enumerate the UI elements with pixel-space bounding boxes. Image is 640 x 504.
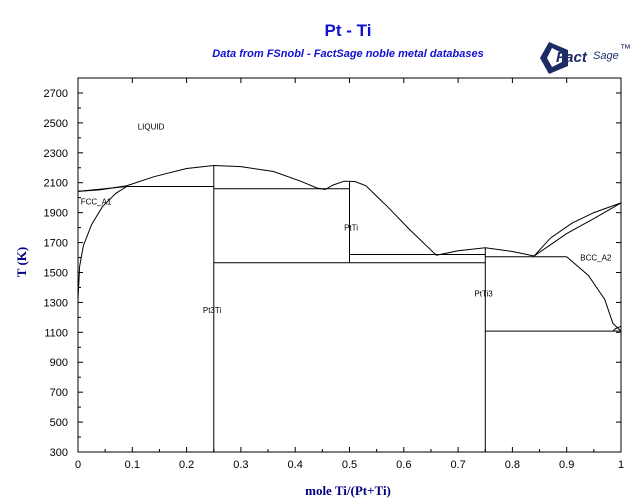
- phase-boundaries: [77, 164, 622, 452]
- phase-boundary-line: [77, 186, 128, 301]
- phase-boundary-line: [566, 256, 622, 332]
- region-label: PtTi3: [474, 289, 493, 298]
- y-tick-label: 1100: [44, 327, 68, 339]
- y-tick-label: 2300: [44, 148, 68, 160]
- x-tick-label: 0: [75, 459, 81, 471]
- x-tick-label: 0.8: [505, 459, 520, 471]
- y-tick-label: 1500: [44, 267, 68, 279]
- x-tick-label: 0.5: [342, 459, 357, 471]
- logo-fact-text: Fact: [556, 49, 588, 66]
- x-tick-label: 1: [618, 459, 624, 471]
- y-tick-label: 1700: [44, 238, 68, 250]
- x-tick-label: 0.9: [559, 459, 574, 471]
- logo-trademark: ™: [620, 43, 631, 55]
- y-axis: 300 500 700 900 1100 1300 1500 1700 1900 2100 2300…: [44, 88, 621, 459]
- y-tick-label: 1900: [44, 208, 68, 220]
- region-label: LIQUID: [138, 123, 165, 132]
- y-tick-label: 2500: [44, 118, 68, 130]
- y-tick-label: 1300: [44, 297, 68, 309]
- region-label: BCC_A2: [580, 254, 612, 263]
- phase-boundary-line: [533, 202, 622, 257]
- x-axis-title: mole Ti/(Pt+Ti): [305, 483, 391, 498]
- x-tick-label: 0.2: [179, 459, 194, 471]
- y-tick-label: 300: [50, 447, 68, 459]
- y-tick-label: 2100: [44, 178, 68, 190]
- x-tick-label: 0.4: [288, 459, 303, 471]
- region-label: FCC_A1: [81, 197, 112, 206]
- region-label: PtTi: [344, 224, 358, 233]
- y-tick-label: 500: [50, 417, 68, 429]
- phase-boundary-line: [533, 202, 622, 257]
- chart-title: Pt - Ti: [325, 21, 372, 40]
- phase-region-labels: LIQUID FCC_A1 PtTi Pt3Ti PtTi3 BCC_A2: [81, 123, 612, 315]
- factsage-logo: Fact Sage ™: [540, 42, 631, 74]
- y-tick-label: 700: [50, 387, 68, 399]
- y-tick-label: 900: [50, 357, 68, 369]
- x-tick-label: 0.6: [396, 459, 411, 471]
- x-axis: 0 0.1 0.2 0.3 0.4 0.5 0.6 0.7 0.8 0.9 1: [75, 78, 624, 471]
- factsage-logo-mark-icon: [540, 42, 568, 74]
- phase-boundary-line: [612, 325, 622, 332]
- x-tick-label: 0.7: [450, 459, 465, 471]
- plot-frame: [77, 77, 622, 453]
- chart-subtitle: Data from FSnobl - FactSage noble metal …: [212, 48, 483, 60]
- phase-boundary-line: [77, 186, 127, 192]
- y-axis-title: T (K): [14, 247, 29, 277]
- region-label: Pt3Ti: [203, 306, 222, 315]
- logo-sage-text: Sage: [593, 50, 619, 62]
- x-tick-label: 0.3: [233, 459, 248, 471]
- y-tick-label: 2700: [44, 88, 68, 100]
- x-tick-label: 0.1: [125, 459, 140, 471]
- phase-boundary-line: [77, 164, 437, 256]
